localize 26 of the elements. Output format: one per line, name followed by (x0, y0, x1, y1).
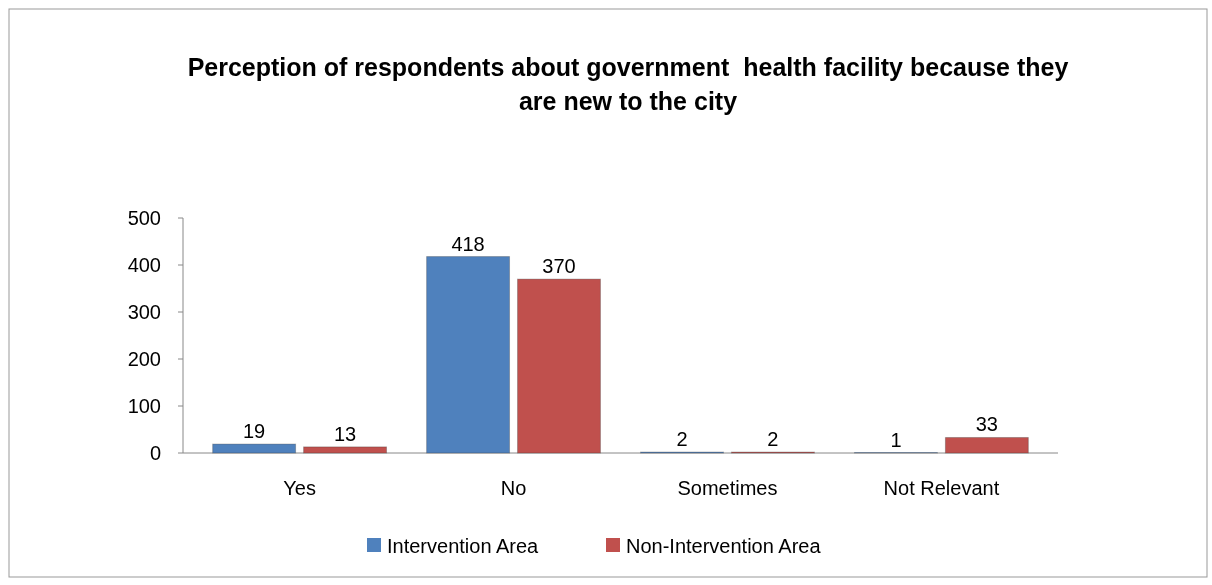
data-label: 2 (676, 428, 688, 451)
y-tick-label: 0 (149, 442, 161, 464)
chart-title: Perception of respondents about government health facility because they are new to the city (187, 53, 1069, 115)
x-tick-label: No (500, 477, 527, 499)
y-tick-label: 200 (127, 348, 161, 370)
y-tick-label: 100 (127, 395, 161, 417)
bar (426, 256, 511, 454)
y-tick-label: 400 (127, 254, 161, 276)
data-label: 2 (767, 428, 779, 451)
legend-label: Non-Intervention Area (626, 535, 822, 557)
data-label: 13 (333, 422, 357, 445)
legend-label: Intervention Area (387, 535, 540, 557)
x-tick-label: Yes (283, 477, 316, 499)
y-tick-label: 500 (127, 207, 161, 229)
bar (303, 446, 388, 454)
x-tick-label: Not Relevant (883, 477, 1000, 499)
y-tick-label: 300 (127, 301, 161, 323)
data-label: 33 (975, 413, 998, 436)
data-label: 370 (542, 255, 576, 278)
data-label: 19 (243, 420, 266, 443)
x-tick-label: Sometimes (677, 477, 778, 499)
bar (944, 436, 1029, 454)
bar (517, 278, 601, 454)
bar (212, 443, 297, 454)
data-label: 1 (890, 428, 902, 451)
data-label: 418 (451, 232, 485, 255)
